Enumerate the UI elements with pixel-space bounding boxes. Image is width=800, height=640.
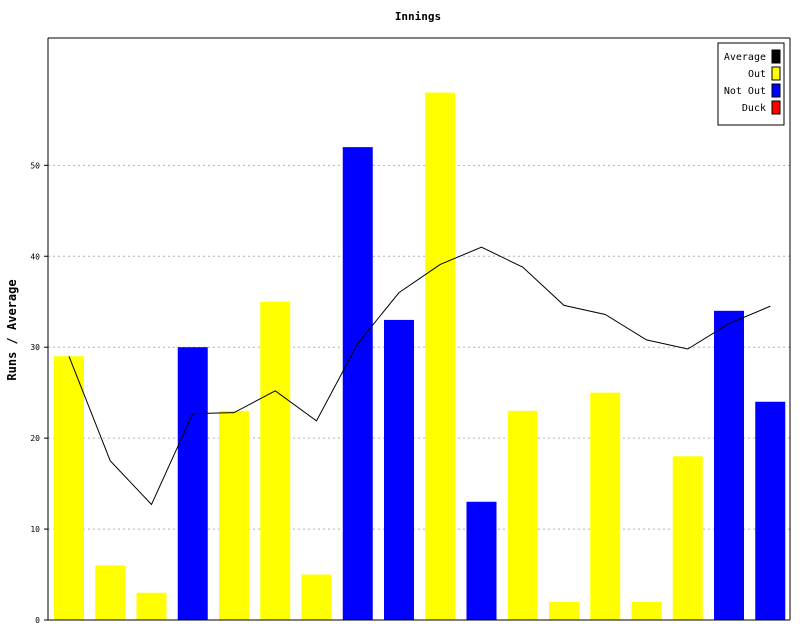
average-line — [68, 246, 771, 506]
bar-series — [54, 92, 786, 620]
grid-lines — [48, 164, 790, 530]
legend-label-average: Average — [724, 52, 766, 63]
bar-10 — [425, 92, 456, 620]
y-tick-label-0: 0 — [35, 616, 40, 625]
bar-4 — [177, 347, 208, 620]
bar-1 — [54, 356, 84, 620]
bar-2 — [95, 565, 126, 620]
y-axis-label: Runs / Average — [5, 279, 19, 380]
legend-swatch-duck — [771, 100, 781, 115]
bar-17 — [714, 310, 744, 620]
legend-swatch-out — [771, 66, 781, 81]
bar-5 — [219, 410, 249, 620]
chart-title: Innings — [395, 10, 441, 23]
legend-swatch-average — [771, 49, 781, 64]
bar-15 — [631, 601, 662, 620]
bar-3 — [136, 592, 167, 620]
legend-label-out: Out — [748, 69, 766, 80]
bar-6 — [260, 301, 291, 620]
legend-label-not-out: Not Out — [724, 86, 766, 97]
bar-8 — [342, 147, 373, 620]
bar-11 — [466, 501, 497, 620]
bar-13 — [549, 601, 579, 620]
y-tick-label-20: 20 — [30, 434, 40, 443]
bar-14 — [590, 392, 621, 620]
y-ticks: 0 10 20 30 40 50 — [30, 161, 48, 625]
bar-16 — [672, 456, 703, 620]
bar-18 — [755, 401, 786, 620]
bar-12 — [507, 410, 538, 620]
legend-label-duck: Duck — [742, 103, 766, 114]
bar-9 — [384, 319, 414, 620]
y-tick-label-30: 30 — [30, 343, 40, 352]
y-tick-label-10: 10 — [30, 525, 40, 534]
average-series — [68, 246, 771, 506]
legend-swatch-not-out — [771, 83, 781, 98]
y-tick-label-50: 50 — [30, 161, 40, 170]
axes — [47, 37, 791, 621]
legend: Average Out Not Out Duck — [717, 42, 785, 126]
y-tick-label-40: 40 — [30, 252, 40, 261]
bar-7 — [301, 574, 332, 620]
